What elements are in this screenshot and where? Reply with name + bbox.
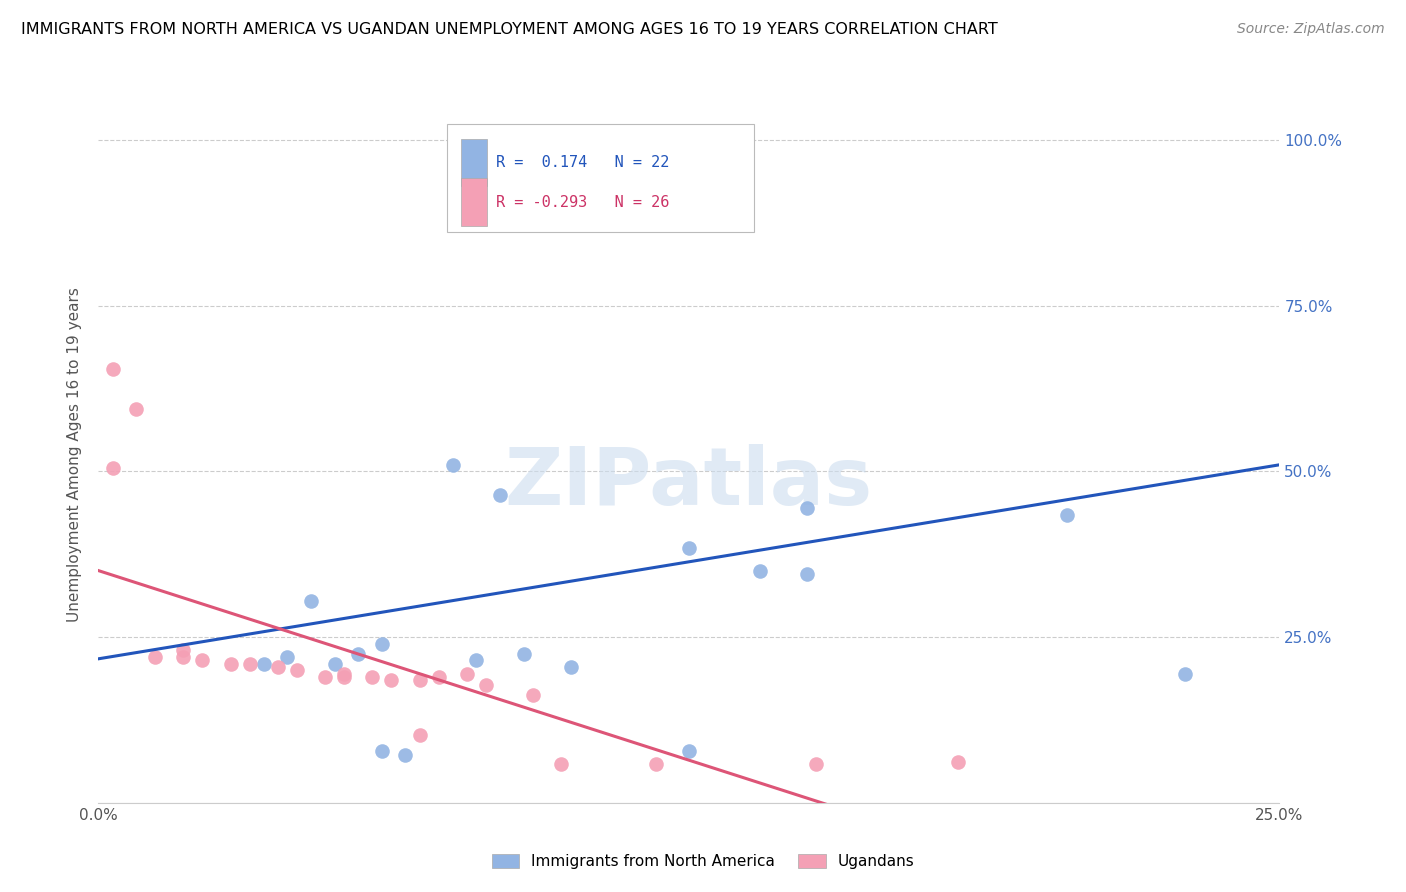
Point (314, 670, 336, 684)
Point (456, 666, 478, 681)
Point (678, 150, 700, 164)
Point (748, 564, 770, 578)
Text: ZIPatlas: ZIPatlas (505, 443, 873, 522)
Text: R =  0.174   N = 22: R = 0.174 N = 22 (496, 154, 669, 169)
Point (806, 757, 828, 772)
Point (1174, 666, 1197, 681)
FancyBboxPatch shape (461, 178, 486, 226)
Point (408, 727, 430, 741)
Point (512, 647, 534, 661)
FancyBboxPatch shape (461, 138, 486, 186)
Point (333, 666, 356, 681)
Point (299, 593, 322, 607)
Y-axis label: Unemployment Among Ages 16 to 19 years: Unemployment Among Ages 16 to 19 years (67, 287, 83, 623)
Point (347, 647, 370, 661)
Point (267, 660, 290, 674)
Legend: Immigrants from North America, Ugandans: Immigrants from North America, Ugandans (485, 847, 921, 875)
Point (630, 150, 652, 164)
Text: IMMIGRANTS FROM NORTH AMERICA VS UGANDAN UNEMPLOYMENT AMONG AGES 16 TO 19 YEARS : IMMIGRANTS FROM NORTH AMERICA VS UGANDAN… (21, 22, 998, 37)
Point (1056, 508, 1078, 522)
Point (948, 755, 970, 769)
Point (394, 748, 416, 763)
Point (239, 657, 262, 671)
Point (101, 461, 124, 475)
Point (427, 670, 450, 684)
Point (371, 637, 394, 651)
Point (380, 673, 402, 688)
Point (489, 488, 512, 502)
Point (285, 663, 308, 677)
Point (172, 650, 194, 665)
Point (172, 643, 194, 657)
FancyBboxPatch shape (447, 124, 754, 232)
Point (125, 401, 148, 416)
Text: R = -0.293   N = 26: R = -0.293 N = 26 (496, 194, 669, 210)
Point (796, 567, 818, 582)
Point (361, 670, 384, 684)
Point (678, 744, 700, 758)
Point (276, 650, 298, 665)
Point (323, 657, 346, 671)
Point (143, 650, 166, 665)
Point (644, 757, 666, 772)
Point (475, 678, 498, 692)
Point (796, 500, 818, 515)
Text: Source: ZipAtlas.com: Source: ZipAtlas.com (1237, 22, 1385, 37)
Point (253, 657, 276, 671)
Point (333, 670, 356, 684)
Point (219, 657, 242, 671)
Point (522, 689, 544, 703)
Point (441, 458, 464, 472)
Point (678, 541, 700, 555)
Point (408, 673, 430, 688)
Point (465, 653, 488, 667)
Point (191, 653, 214, 667)
Point (371, 744, 394, 758)
Point (550, 757, 572, 772)
Point (101, 361, 124, 376)
Point (560, 660, 582, 674)
